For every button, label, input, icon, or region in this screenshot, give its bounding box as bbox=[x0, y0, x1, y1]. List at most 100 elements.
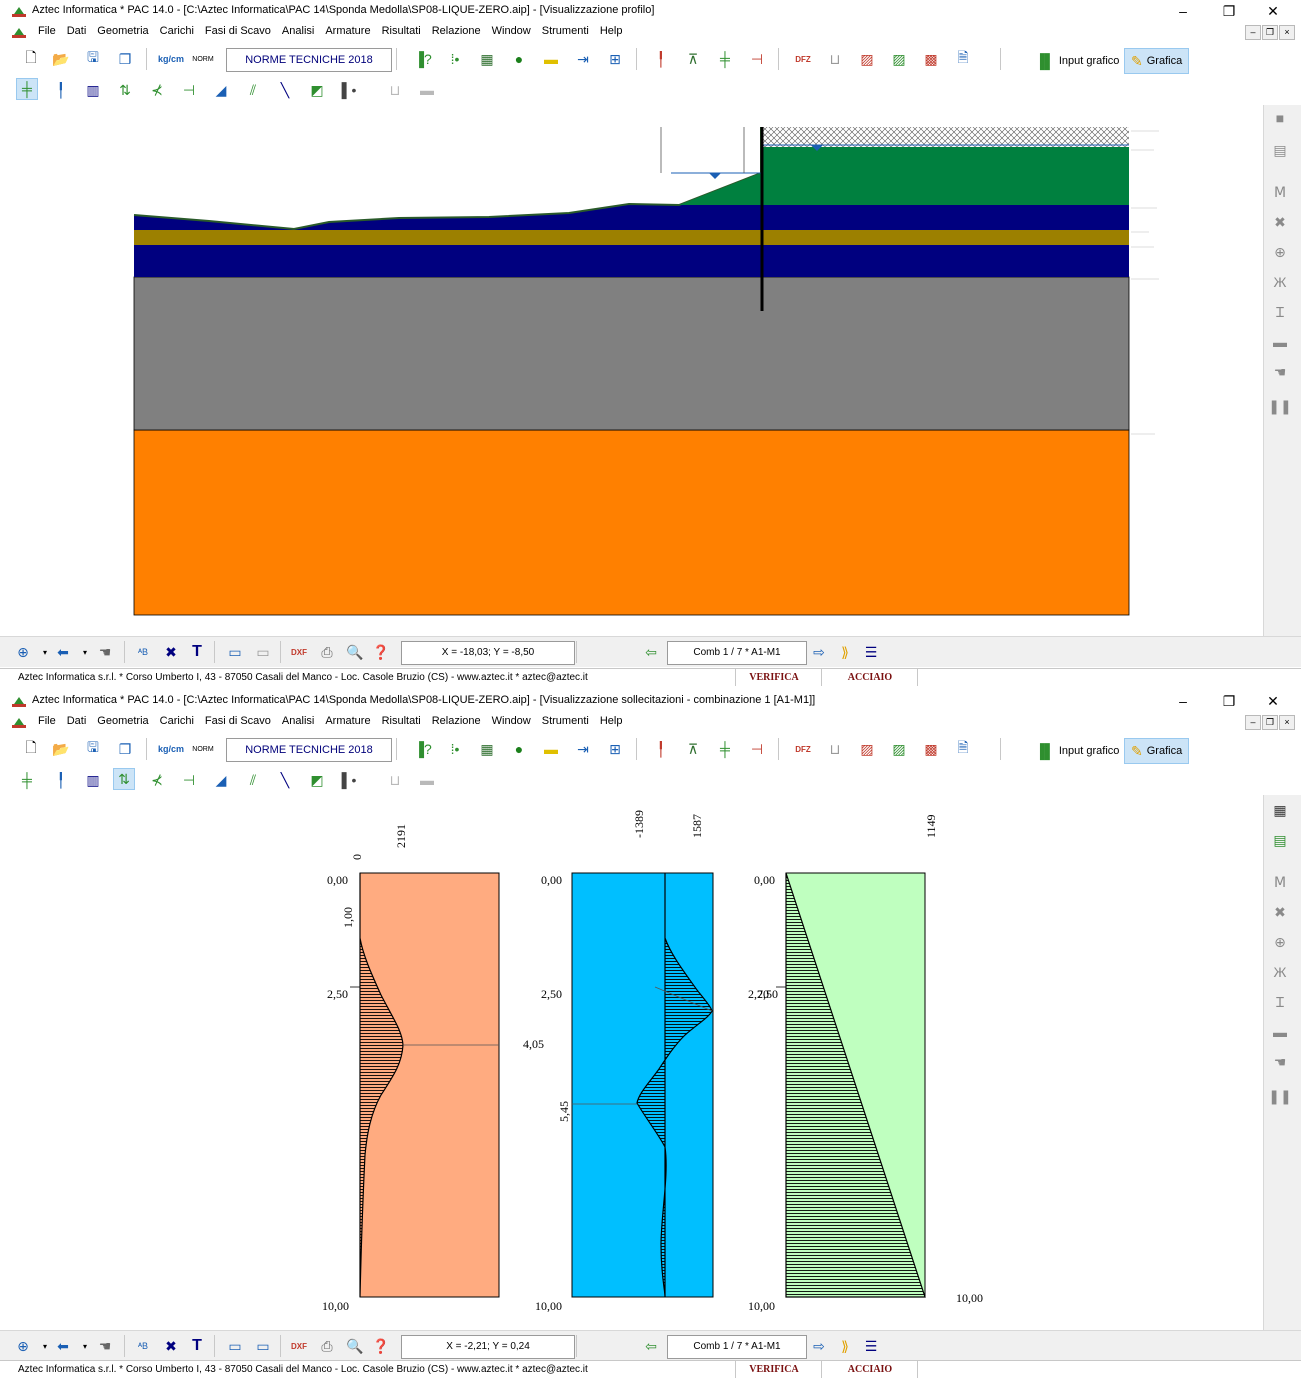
mirror-icon[interactable]: Ж bbox=[1273, 274, 1287, 290]
menu-dati[interactable]: Dati bbox=[66, 715, 87, 727]
bars-icon[interactable]: ▌• bbox=[341, 772, 357, 788]
dxf-icon[interactable]: DXF bbox=[291, 647, 307, 657]
norm-book-icon[interactable]: NORM bbox=[192, 745, 214, 753]
menu-dati[interactable]: Dati bbox=[66, 25, 87, 37]
save-icon[interactable]: 🖫 bbox=[87, 49, 99, 65]
anchor-line-icon[interactable]: ⊣ bbox=[750, 50, 764, 67]
mdi-minimize-button[interactable]: – bbox=[1245, 715, 1261, 730]
earth-pressure-icon[interactable]: ◢ bbox=[215, 81, 227, 98]
target-icon[interactable]: ⊕ bbox=[1274, 243, 1286, 260]
anchor-line-icon[interactable]: ⊣ bbox=[750, 740, 764, 757]
table-grid-icon[interactable]: ▦ bbox=[1273, 801, 1287, 818]
open-folder-icon[interactable]: 📂 bbox=[52, 50, 70, 67]
check-icon[interactable]: ▨ bbox=[892, 740, 906, 757]
mdi-close-button[interactable]: × bbox=[1279, 25, 1295, 40]
menu-risultati[interactable]: Risultati bbox=[381, 715, 421, 727]
single-anchor-icon[interactable]: ╿ bbox=[656, 50, 666, 67]
zoom-dropdown-icon[interactable]: ▾ bbox=[42, 1341, 47, 1351]
next-comb-icon[interactable]: ⇨ bbox=[813, 643, 825, 660]
check-error-icon[interactable]: ▩ bbox=[924, 50, 938, 67]
moment-icon[interactable]: ⊀ bbox=[151, 771, 163, 788]
pan-dropdown-icon[interactable]: ▾ bbox=[82, 1341, 87, 1351]
norme-tecniche-button[interactable]: NORME TECNICHE 2018 bbox=[226, 48, 392, 72]
sheet-icon[interactable]: ⊔ bbox=[829, 740, 841, 757]
pan-dropdown-icon[interactable]: ▾ bbox=[82, 647, 87, 657]
pan-arrow-icon[interactable]: ⬅ bbox=[57, 643, 69, 660]
save-as-icon[interactable]: ❐ bbox=[118, 50, 132, 67]
sheet-pile-icon[interactable]: ▥ bbox=[86, 771, 100, 788]
scale-icon[interactable]: ▭ bbox=[228, 1337, 242, 1354]
word-report-icon[interactable]: 🗎 bbox=[957, 49, 969, 65]
grid-icon[interactable]: ▦ bbox=[480, 50, 494, 67]
mdi-minimize-button[interactable]: – bbox=[1245, 25, 1261, 40]
load-table-icon[interactable]: ⊞ bbox=[609, 50, 621, 67]
menu-strumenti[interactable]: Strumenti bbox=[541, 25, 589, 37]
pause-icon[interactable]: ❚❚ bbox=[1268, 397, 1292, 414]
save-as-icon[interactable]: ❐ bbox=[118, 740, 132, 757]
preview-icon[interactable]: 🔍 bbox=[346, 643, 364, 660]
menu-fasi-di-scavo[interactable]: Fasi di Scavo bbox=[204, 25, 271, 37]
grid-icon[interactable]: ▦ bbox=[480, 740, 494, 757]
forces-icon[interactable]: ⇅ bbox=[119, 81, 131, 98]
zoom-icon[interactable]: ⊕ bbox=[17, 1337, 29, 1354]
menu-risultati[interactable]: Risultati bbox=[381, 25, 421, 37]
word-report-icon[interactable]: 🗎 bbox=[957, 739, 969, 755]
menu-window[interactable]: Window bbox=[491, 715, 531, 727]
pause-icon[interactable]: ❚❚ bbox=[1268, 1087, 1292, 1104]
save-icon[interactable]: 🖫 bbox=[87, 739, 99, 755]
tieback-icon[interactable]: ⊼ bbox=[687, 50, 699, 67]
norm-book-icon[interactable]: NORM bbox=[192, 55, 214, 63]
wall-view-icon[interactable]: ╿ bbox=[56, 81, 66, 98]
menu-carichi[interactable]: Carichi bbox=[159, 25, 194, 37]
menu-strumenti[interactable]: Strumenti bbox=[541, 715, 589, 727]
menu-file[interactable]: File bbox=[38, 25, 56, 37]
stability-icon[interactable]: ◩ bbox=[310, 81, 324, 98]
layers-icon[interactable]: ▬ bbox=[544, 741, 558, 757]
dfz-icon[interactable]: DFZ bbox=[795, 744, 811, 754]
menu-armature[interactable]: Armature bbox=[325, 715, 371, 727]
water-level-icon[interactable]: ⇥ bbox=[577, 740, 589, 757]
displacement-icon[interactable]: ⫽ bbox=[249, 81, 257, 98]
font-icon[interactable]: ᴬB bbox=[137, 1341, 149, 1351]
check-dfz-icon[interactable]: ▨ bbox=[860, 740, 874, 757]
prev-comb-icon[interactable]: ⇦ bbox=[645, 643, 657, 660]
tools-icon[interactable]: ✖ bbox=[165, 643, 177, 660]
input-grafico-button[interactable]: ▐▌ Input grafico bbox=[1035, 743, 1120, 759]
table-icon[interactable]: ▭ bbox=[256, 643, 270, 660]
load-table-icon[interactable]: ⊞ bbox=[609, 740, 621, 757]
units-icon[interactable]: kg/cm bbox=[158, 744, 185, 754]
target-icon[interactable]: ⊕ bbox=[1274, 933, 1286, 950]
moment-icon[interactable]: ⊀ bbox=[151, 81, 163, 98]
input-grafico-button[interactable]: ▐▌ Input grafico bbox=[1035, 53, 1120, 69]
mpa-icon[interactable]: Ⅿ bbox=[1273, 873, 1287, 890]
sheet-icon[interactable]: ⊔ bbox=[829, 50, 841, 67]
cross-icon[interactable]: ✖ bbox=[1274, 903, 1286, 920]
section-icon[interactable]: Ɪ bbox=[1276, 993, 1284, 1010]
layers-icon[interactable]: ▬ bbox=[544, 51, 558, 67]
print-icon[interactable]: ⎙ bbox=[321, 643, 333, 660]
maximize-button[interactable]: ❐ bbox=[1222, 3, 1236, 19]
dfz-icon[interactable]: DFZ bbox=[795, 54, 811, 64]
menu-carichi[interactable]: Carichi bbox=[159, 715, 194, 727]
tools-icon[interactable]: ✖ bbox=[165, 1337, 177, 1354]
rectangle-icon[interactable]: ▬ bbox=[1273, 334, 1287, 350]
forces-icon[interactable]: ⇅ bbox=[113, 768, 135, 790]
profile-view-icon[interactable]: ╪ bbox=[16, 78, 38, 100]
soil-tree-icon[interactable]: ● bbox=[514, 51, 524, 67]
list-icon[interactable]: ☰ bbox=[864, 1337, 878, 1354]
rectangle-icon[interactable]: ▬ bbox=[1273, 1024, 1287, 1040]
combination-selector[interactable]: Comb 1 / 7 * A1-M1 bbox=[667, 1335, 807, 1359]
single-anchor-icon[interactable]: ╿ bbox=[656, 740, 666, 757]
hand-icon[interactable]: ☚ bbox=[1273, 363, 1287, 380]
soil-tree-icon[interactable]: ● bbox=[514, 741, 524, 757]
dxf-icon[interactable]: DXF bbox=[291, 1341, 307, 1351]
close-button[interactable]: ✕ bbox=[1267, 693, 1279, 709]
help-icon[interactable]: ❓ bbox=[372, 643, 390, 660]
chart-icon[interactable]: ▤ bbox=[1273, 831, 1287, 848]
cross-icon[interactable]: ✖ bbox=[1274, 213, 1286, 230]
grafica-button[interactable]: ✎ Grafica bbox=[1124, 738, 1190, 764]
last-comb-icon[interactable]: ⟫ bbox=[841, 1337, 849, 1354]
hand-pan-icon[interactable]: ☚ bbox=[98, 1337, 112, 1354]
strut-icon[interactable]: ╪ bbox=[720, 741, 730, 757]
menu-armature[interactable]: Armature bbox=[325, 25, 371, 37]
